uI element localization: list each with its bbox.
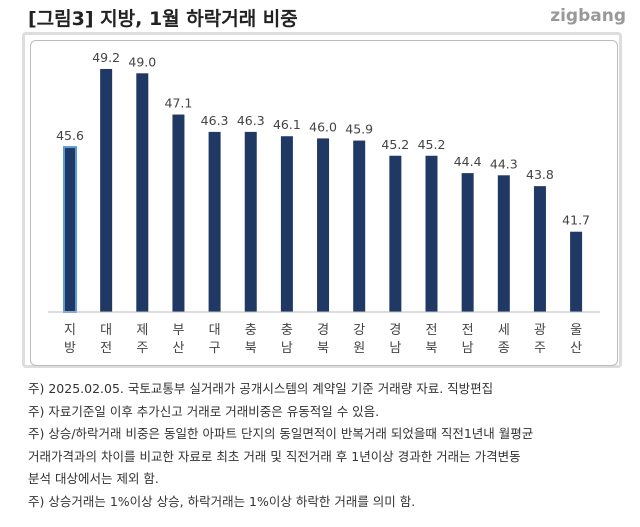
category-label: 원 (353, 341, 365, 356)
category-label: 산 (172, 341, 184, 356)
category-label: 지 (64, 323, 76, 338)
category-label: 전 (462, 323, 474, 338)
category-label: 부 (172, 323, 184, 338)
bar (280, 136, 293, 312)
data-label: 45.9 (345, 122, 373, 137)
bar (425, 155, 438, 312)
note: 주) 자료기준일 이후 추가신고 거래로 거래비중은 유동적일 수 있음. (28, 403, 380, 419)
category-label: 전 (100, 341, 112, 356)
chart-area (30, 40, 618, 366)
category-label: 북 (245, 341, 257, 356)
data-label: 44.3 (490, 156, 518, 171)
data-label: 45.6 (56, 128, 84, 143)
category-label: 산 (570, 341, 582, 356)
bar (497, 175, 510, 312)
data-label: 46.0 (309, 119, 337, 134)
category-label: 구 (209, 341, 221, 356)
category-label: 방 (64, 341, 76, 356)
note: 분석 대상에서는 제외 함. (28, 471, 159, 486)
bar (136, 73, 149, 312)
data-label: 45.2 (418, 137, 446, 152)
category-label: 전 (426, 323, 438, 338)
notes: 주) 2025.02.05. 국토교통부 실거래가 공개시스템의 계약일 기준 … (28, 378, 533, 513)
note: 거래가격과의 차이를 비교한 자료로 최초 거래 및 직전거래 후 1년이상 경… (28, 448, 521, 464)
data-label: 44.4 (454, 154, 482, 169)
category-label: 북 (317, 341, 329, 356)
data-label: 46.1 (273, 117, 301, 132)
bar (533, 186, 546, 312)
data-label: 46.3 (237, 113, 265, 128)
category-label: 세 (498, 323, 510, 338)
category-label: 충 (281, 323, 293, 338)
category-label: 대 (209, 323, 221, 338)
bar (63, 146, 77, 313)
bar-chart: 45.6지방49.2대전49.0제주47.1부산46.3대구46.3충북46.1… (48, 50, 600, 356)
bar (461, 173, 474, 312)
data-label: 47.1 (165, 96, 193, 111)
zigbang-logo: zigbang (550, 6, 626, 26)
figure-title: [그림3] 지방, 1월 하락거래 비중 (28, 8, 298, 30)
data-label: 41.7 (562, 213, 590, 228)
bar (317, 138, 330, 312)
data-label: 49.0 (128, 54, 156, 69)
category-label: 경 (317, 323, 329, 338)
bar (208, 131, 221, 312)
category-label: 주 (136, 341, 148, 356)
bar (172, 114, 185, 312)
category-label: 제 (136, 323, 148, 338)
category-label: 대 (100, 323, 112, 338)
bar (389, 155, 402, 312)
category-label: 광 (534, 323, 546, 338)
category-label: 충 (245, 323, 257, 338)
category-label: 주 (534, 341, 546, 356)
data-label: 49.2 (92, 50, 120, 65)
note: 주) 2025.02.05. 국토교통부 실거래가 공개시스템의 계약일 기준 … (28, 381, 494, 396)
category-label: 북 (426, 341, 438, 356)
category-label: 남 (389, 341, 401, 356)
bar (353, 140, 366, 312)
data-label: 43.8 (526, 167, 554, 182)
category-label: 경 (389, 323, 401, 338)
chart-frame (22, 32, 622, 368)
note: 주) 상승거래는 1%이상 상승, 하락거래는 1%이상 하락한 거래를 의미 … (28, 493, 416, 509)
note: 주) 상승/하락거래 비중은 동일한 아파트 단지의 동일면적이 반복거래 되었… (28, 426, 534, 441)
bar (570, 231, 583, 312)
category-label: 종 (498, 341, 510, 356)
data-label: 46.3 (201, 113, 229, 128)
category-label: 남 (281, 341, 293, 356)
bar (100, 68, 113, 313)
data-label: 45.2 (381, 137, 409, 152)
category-label: 강 (353, 323, 365, 338)
category-label: 울 (570, 323, 582, 338)
bar (244, 131, 257, 312)
category-label: 남 (462, 341, 474, 356)
